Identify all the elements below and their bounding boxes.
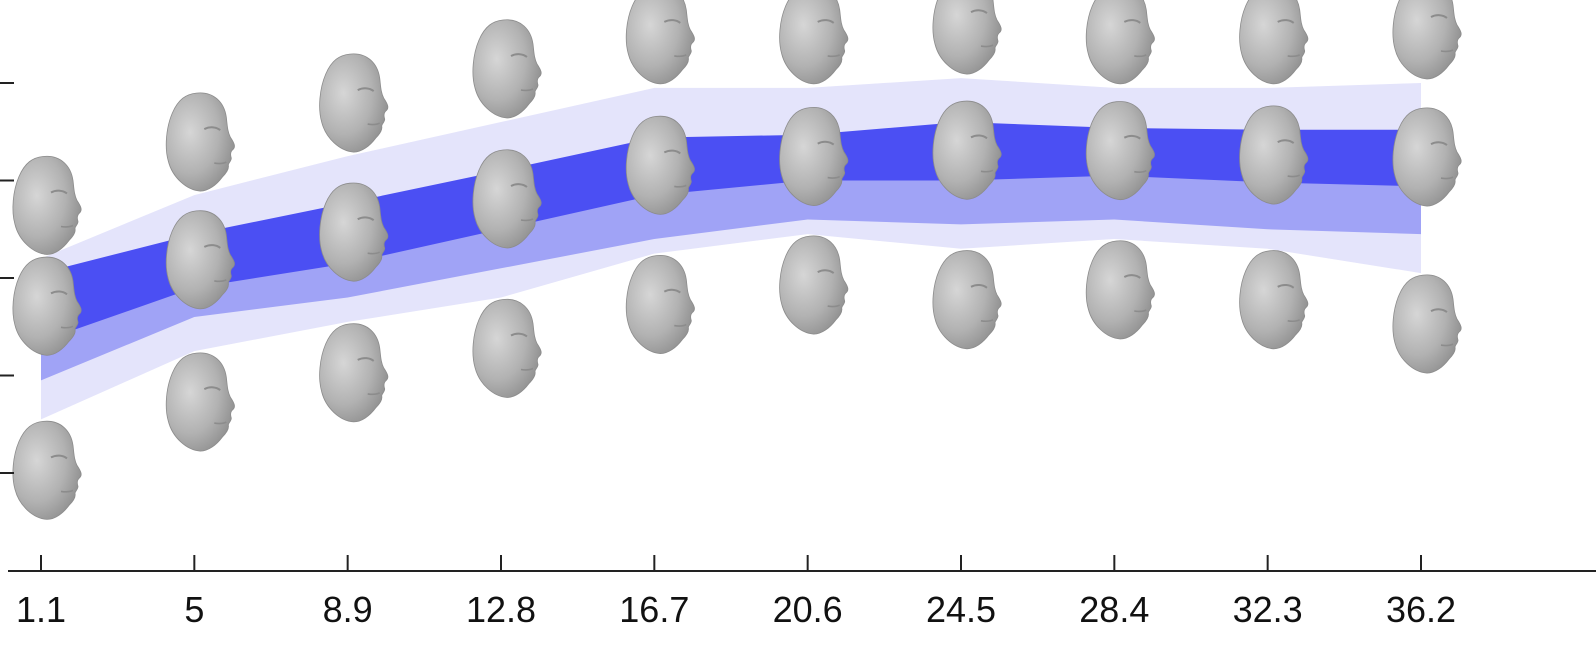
x-tick-label-4: 12.8 <box>466 589 536 630</box>
band-2 <box>41 146 1421 381</box>
x-tick-label-7: 24.5 <box>926 589 996 630</box>
x-tick-label-9: 32.3 <box>1233 589 1303 630</box>
face-upper-6 <box>779 0 849 85</box>
x-tick-label-3: 8.9 <box>323 589 373 630</box>
x-ticks: 1.1 5 8.9 12.8 16.7 20.6 24.5 28.4 32.3 36.2 <box>16 555 1456 630</box>
face-upper-7 <box>932 0 1002 75</box>
face-lower-4 <box>472 298 542 398</box>
face-lower-5 <box>625 255 695 355</box>
face-lower-7 <box>932 250 1002 350</box>
face-mean-7 <box>932 100 1002 200</box>
face-lower-6 <box>779 235 849 335</box>
face-mean-3 <box>319 182 389 282</box>
confidence-bands <box>41 78 1421 420</box>
face-lower-9 <box>1239 250 1309 350</box>
face-upper-3 <box>319 53 389 153</box>
face-upper-8 <box>1085 0 1155 85</box>
face-mean-2 <box>165 210 235 310</box>
face-upper-4 <box>472 19 542 119</box>
x-tick-label-10: 36.2 <box>1386 589 1456 630</box>
face-upper-10 <box>1392 0 1462 80</box>
x-tick-label-1: 1.1 <box>16 589 66 630</box>
face-lower-2 <box>165 352 235 452</box>
face-mean-9 <box>1239 105 1309 205</box>
face-lower-8 <box>1085 240 1155 340</box>
face-mean-8 <box>1085 101 1155 201</box>
x-tick-label-2: 5 <box>184 589 204 630</box>
x-tick-label-6: 20.6 <box>773 589 843 630</box>
face-upper-5 <box>625 0 695 85</box>
face-upper-2 <box>165 92 235 192</box>
face-mean-4 <box>472 149 542 249</box>
face-upper-1 <box>12 155 82 255</box>
x-tick-label-8: 28.4 <box>1079 589 1149 630</box>
face-lower-10 <box>1392 274 1462 374</box>
x-tick-label-5: 16.7 <box>619 589 689 630</box>
y-ticks <box>0 82 14 474</box>
face-mean-5 <box>625 115 695 215</box>
face-mean-1 <box>12 256 82 356</box>
face-lower-1 <box>12 420 82 520</box>
face-mean-10 <box>1392 107 1462 207</box>
face-lower-3 <box>319 323 389 423</box>
face-markers <box>12 0 1462 520</box>
face-upper-9 <box>1239 0 1309 85</box>
face-mean-6 <box>779 107 849 207</box>
